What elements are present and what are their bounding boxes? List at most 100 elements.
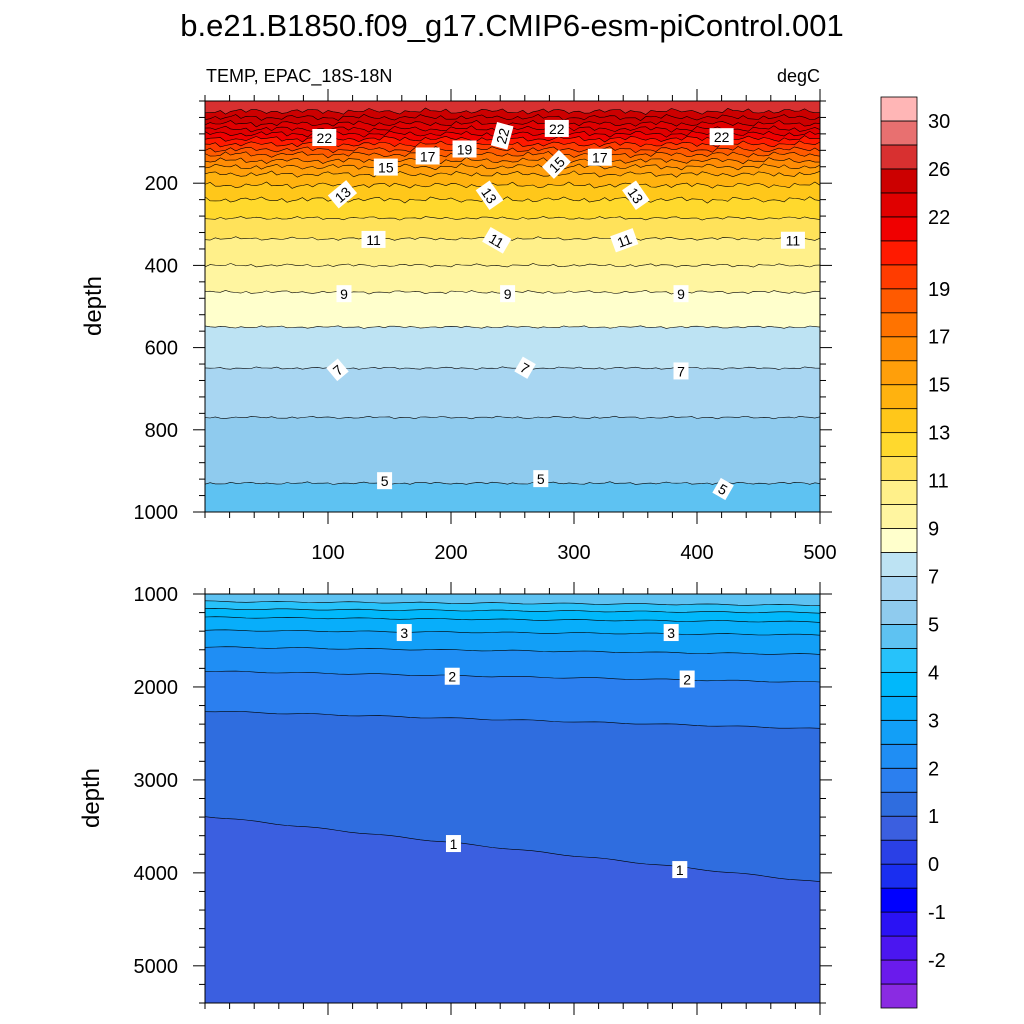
- colorbar-box: [880, 983, 918, 1009]
- contour-band: [205, 101, 820, 115]
- contour-label-text: 9: [340, 286, 348, 302]
- contour-line: [205, 670, 820, 683]
- contour-label-text: 5: [537, 471, 545, 487]
- contour-line: [205, 816, 820, 882]
- colorbar-box: [880, 863, 918, 889]
- contour-line: [205, 140, 820, 148]
- colorbar-box: [880, 96, 918, 122]
- y-tick-label: 200: [145, 173, 178, 195]
- contour-label-text: 15: [378, 160, 394, 176]
- colorbar-box: [880, 120, 918, 146]
- contour-line: [205, 119, 820, 128]
- colorbar-box: [880, 360, 918, 386]
- contour-label: 5: [712, 477, 734, 501]
- contour-label: 11: [361, 230, 386, 248]
- contour-label: 11: [610, 228, 639, 253]
- colorbar-box: [880, 743, 918, 769]
- contour-line: [205, 146, 820, 154]
- colorbar-tick-label: 19: [928, 279, 950, 301]
- contour-label: 7: [514, 356, 536, 379]
- y-axis-label: depth: [78, 768, 105, 828]
- colorbar-box: [880, 384, 918, 410]
- colorbar-box: [880, 240, 918, 266]
- contour-line: [205, 236, 820, 241]
- colorbar-tick-label: 17: [928, 327, 950, 349]
- contour-label: 13: [622, 180, 650, 210]
- contour-label-text: 9: [677, 286, 685, 302]
- colorbar-tick-label: 22: [928, 207, 950, 229]
- contour-line: [205, 607, 820, 614]
- colorbar-box: [880, 288, 918, 314]
- contour-label: 17: [415, 147, 440, 165]
- contour-label: 13: [327, 180, 358, 209]
- colorbar-box: [880, 719, 918, 745]
- contour-label-text: 3: [400, 625, 408, 641]
- contour-label-text: 3: [667, 625, 675, 641]
- contour-label: 9: [673, 285, 689, 303]
- contour-line: [205, 157, 820, 165]
- contour-label: 7: [326, 358, 349, 382]
- contour-label-text: 2: [448, 669, 456, 685]
- colorbar-box: [880, 168, 918, 194]
- contour-label: 9: [336, 285, 352, 303]
- colorbar-box: [880, 408, 918, 434]
- contour-line: [205, 216, 820, 221]
- colorbar-box: [880, 911, 918, 937]
- contour-line: [205, 366, 820, 370]
- contour-label: 11: [482, 226, 512, 254]
- colorbar-box: [880, 839, 918, 865]
- x-tick-label: 400: [680, 542, 713, 564]
- y-tick-label: 1000: [134, 502, 179, 524]
- chart-title: b.e21.B1850.f09_g17.CMIP6-esm-piControl.…: [180, 8, 843, 43]
- colorbar-tick-label: -1: [928, 902, 946, 924]
- contour-label-text: 11: [366, 232, 381, 248]
- colorbar-box: [880, 815, 918, 841]
- contour-label: 22: [312, 128, 337, 146]
- lower-y-axis: 1000 2000 3000 4000 5000 depth: [78, 584, 832, 1004]
- contour-label: 19: [452, 140, 477, 158]
- contour-label-text: 5: [381, 473, 389, 489]
- contour-label: 5: [533, 470, 549, 488]
- y-tick-label: 800: [145, 420, 178, 442]
- upper-frame: [204, 100, 821, 513]
- contour-label: 3: [396, 624, 412, 642]
- colorbar-box: [880, 456, 918, 481]
- colorbar-tick-label: 4: [928, 662, 939, 684]
- contour-line: [205, 151, 820, 159]
- x-tick-label: 500: [803, 542, 836, 564]
- contour-line: [205, 114, 820, 121]
- contour-line: [205, 107, 820, 115]
- contour-label: 9: [500, 285, 516, 303]
- contour-label: 13: [475, 180, 504, 210]
- contour-label-text: 22: [493, 126, 513, 145]
- colorbar-box: [880, 647, 918, 673]
- contour-label-text: 22: [714, 129, 730, 145]
- y-tick-label: 5000: [134, 956, 179, 978]
- y-tick-label: 600: [145, 338, 178, 360]
- contour-label-text: 22: [317, 130, 333, 146]
- colorbar-box: [880, 192, 918, 218]
- contour-label: 22: [490, 122, 514, 150]
- contour-label-text: 7: [677, 363, 685, 379]
- colorbar-box: [880, 887, 918, 913]
- x-tick-label: 200: [434, 542, 467, 564]
- y-tick-label: 1000: [134, 584, 179, 606]
- contour-label-text: 1: [676, 862, 684, 878]
- contour-label-text: 11: [786, 233, 801, 249]
- contour-label: 22: [709, 128, 734, 146]
- y-axis-label: depth: [80, 276, 107, 336]
- colorbar-box: [880, 695, 918, 721]
- contour-line: [205, 263, 820, 268]
- contour-line: [205, 415, 820, 420]
- colorbar-box: [880, 144, 918, 170]
- contour-label: 17: [587, 148, 612, 166]
- colorbar: -2 -1 0 1 2 3 4 5 7 9 11 13 15 17 19 22 26 30: [880, 96, 950, 1009]
- contour-label-text: 9: [504, 286, 512, 302]
- contour-label-text: 19: [457, 141, 473, 157]
- colorbar-box: [880, 935, 918, 961]
- contour-line: [205, 196, 820, 204]
- colorbar-tick-label: 9: [928, 519, 939, 541]
- contour-line: [205, 711, 820, 729]
